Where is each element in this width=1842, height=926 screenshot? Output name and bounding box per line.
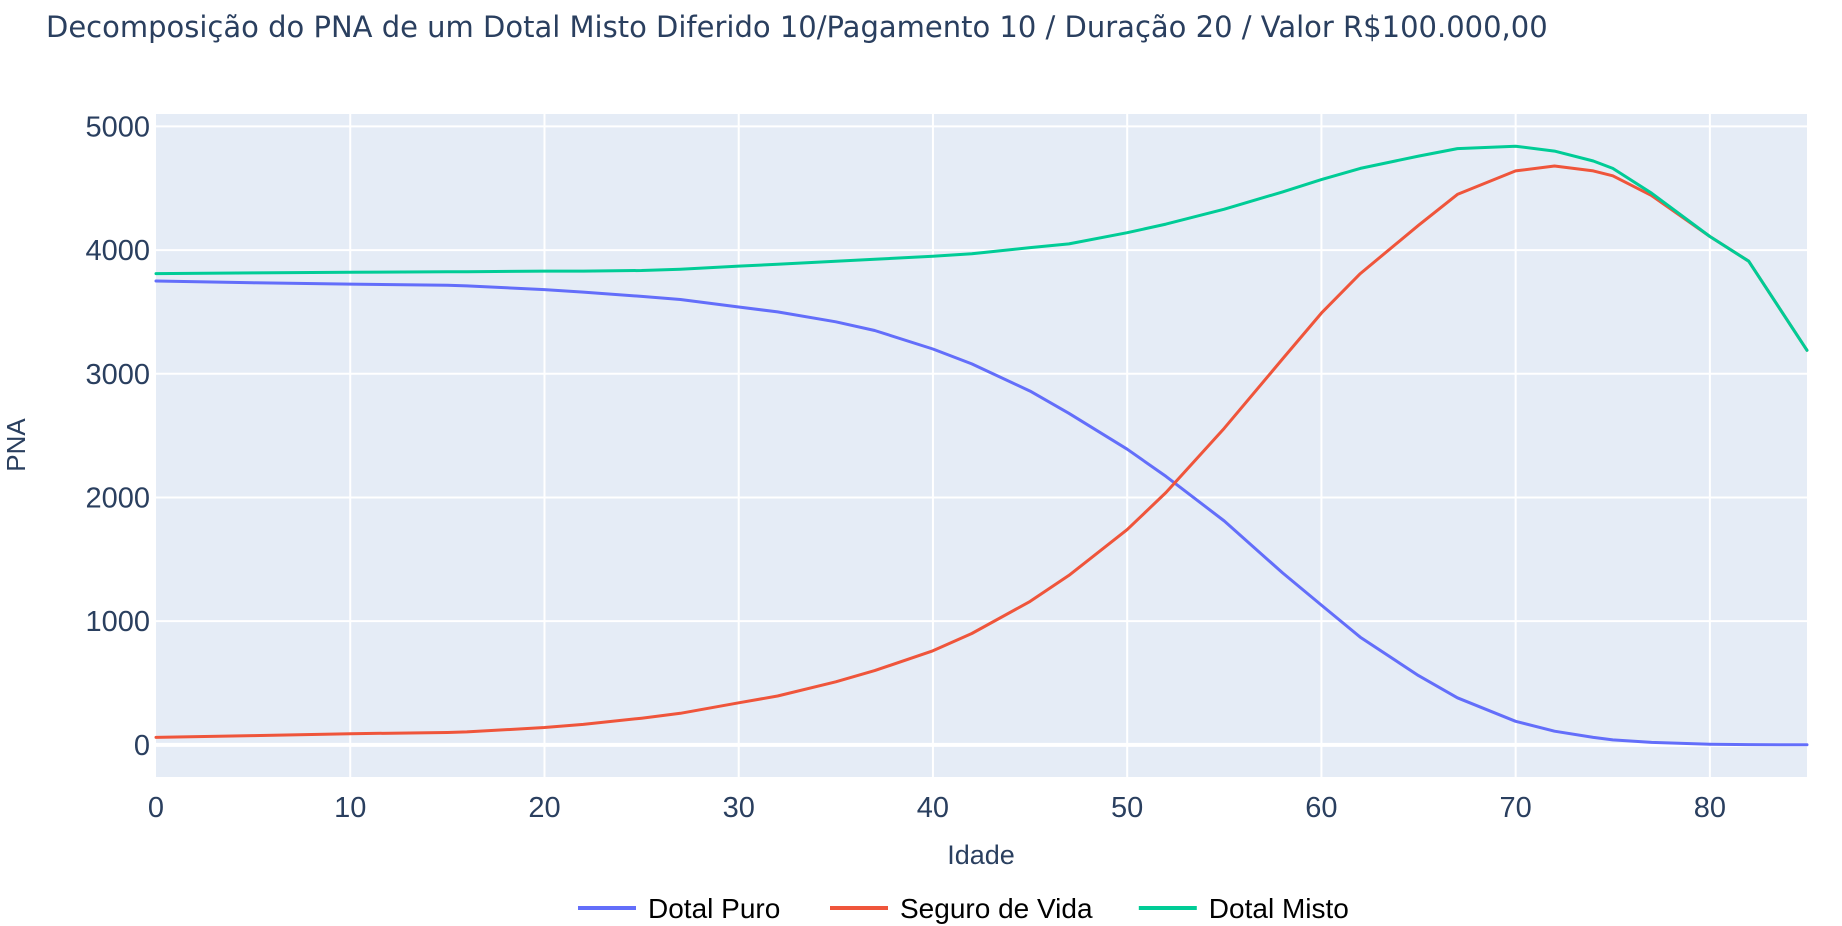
x-tick-label: 0 <box>148 792 164 824</box>
x-tick-label: 10 <box>334 792 366 824</box>
y-axis-title: PNA <box>1 418 31 472</box>
y-tick-label: 5000 <box>85 111 150 143</box>
y-tick-label: 4000 <box>85 235 150 267</box>
y-tick-label: 1000 <box>85 606 150 638</box>
x-tick-label: 80 <box>1694 792 1726 824</box>
series-line-dotal-puro <box>154 279 1809 747</box>
grid <box>156 114 1807 777</box>
x-tick-label: 50 <box>1111 792 1143 824</box>
y-tick-labels: 0 1000 2000 3000 4000 5000 <box>85 111 150 761</box>
x-tick-label: 40 <box>917 792 949 824</box>
x-tick-labels: 0 10 20 30 40 50 60 70 80 <box>148 792 1726 824</box>
legend-item-dotal-puro[interactable]: Dotal Puro <box>578 893 780 924</box>
legend-label: Seguro de Vida <box>900 893 1093 924</box>
x-axis-title: Idade <box>947 840 1015 870</box>
series-line-seguro-de-vida <box>154 164 1809 739</box>
legend-item-dotal-misto[interactable]: Dotal Misto <box>1138 893 1349 924</box>
x-tick-label: 20 <box>528 792 560 824</box>
series-line-dotal-misto <box>154 144 1809 352</box>
x-tick-label: 30 <box>723 792 755 824</box>
chart-title: Decomposição do PNA de um Dotal Misto Di… <box>46 10 1548 44</box>
legend-label: Dotal Puro <box>648 893 780 924</box>
plot-area <box>156 114 1807 777</box>
y-tick-label: 0 <box>134 730 150 762</box>
x-tick-label: 70 <box>1500 792 1532 824</box>
y-tick-label: 3000 <box>85 359 150 391</box>
x-tick-label: 60 <box>1305 792 1337 824</box>
legend-item-seguro-de-vida[interactable]: Seguro de Vida <box>830 893 1093 924</box>
y-tick-label: 2000 <box>85 482 150 514</box>
legend[interactable]: Dotal Puro Seguro de Vida Dotal Misto <box>578 893 1349 924</box>
series-lines <box>154 144 1809 747</box>
legend-label: Dotal Misto <box>1209 893 1349 924</box>
